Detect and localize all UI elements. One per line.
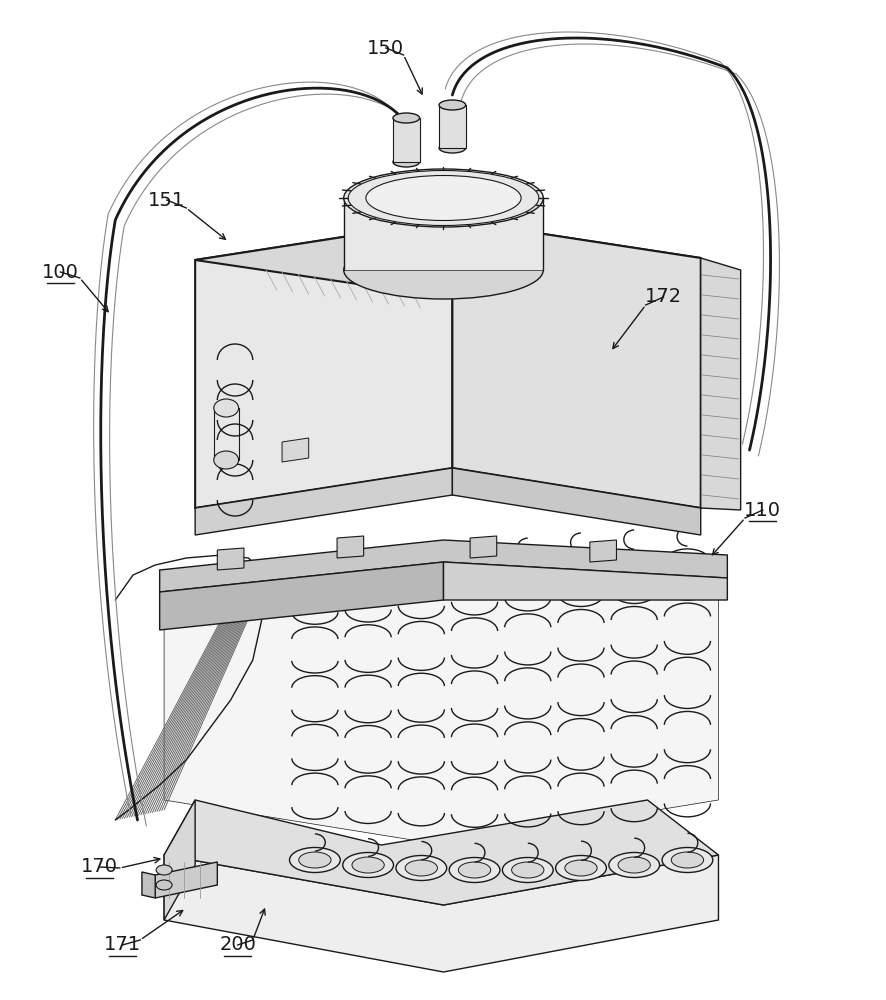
Ellipse shape — [405, 860, 437, 876]
Ellipse shape — [458, 862, 490, 878]
Polygon shape — [470, 536, 496, 558]
Polygon shape — [195, 468, 452, 535]
Polygon shape — [217, 548, 244, 570]
Ellipse shape — [352, 857, 384, 873]
Ellipse shape — [439, 143, 465, 153]
Ellipse shape — [392, 113, 419, 123]
Ellipse shape — [289, 847, 340, 872]
Text: 170: 170 — [81, 857, 118, 876]
Ellipse shape — [511, 862, 543, 878]
Ellipse shape — [299, 852, 330, 868]
Ellipse shape — [661, 847, 712, 872]
Polygon shape — [337, 536, 363, 558]
Polygon shape — [159, 540, 727, 592]
Text: 100: 100 — [42, 262, 79, 282]
Polygon shape — [392, 118, 419, 162]
Ellipse shape — [439, 100, 465, 110]
Polygon shape — [164, 800, 718, 905]
Ellipse shape — [365, 176, 520, 221]
Ellipse shape — [501, 857, 553, 882]
Polygon shape — [195, 220, 452, 508]
Ellipse shape — [608, 852, 659, 878]
Polygon shape — [700, 258, 740, 510]
Text: 150: 150 — [367, 39, 404, 58]
Polygon shape — [195, 220, 700, 298]
Ellipse shape — [214, 451, 238, 469]
Ellipse shape — [395, 855, 447, 880]
Text: 171: 171 — [104, 935, 141, 954]
Text: 151: 151 — [148, 191, 185, 210]
Polygon shape — [452, 220, 700, 508]
Ellipse shape — [342, 852, 393, 878]
Ellipse shape — [156, 880, 172, 890]
Polygon shape — [159, 562, 443, 630]
Polygon shape — [164, 570, 718, 845]
Text: 200: 200 — [219, 935, 256, 954]
Ellipse shape — [564, 860, 596, 876]
Ellipse shape — [618, 857, 649, 873]
Ellipse shape — [214, 399, 238, 417]
Ellipse shape — [156, 865, 172, 875]
Polygon shape — [344, 198, 542, 270]
Text: 172: 172 — [644, 287, 681, 306]
Polygon shape — [589, 540, 616, 562]
Ellipse shape — [555, 855, 606, 880]
Polygon shape — [452, 468, 700, 535]
Polygon shape — [155, 862, 217, 898]
Polygon shape — [164, 800, 195, 920]
Polygon shape — [443, 562, 727, 600]
Polygon shape — [142, 872, 155, 898]
Ellipse shape — [671, 852, 703, 868]
Polygon shape — [282, 438, 308, 462]
Ellipse shape — [392, 157, 419, 167]
Ellipse shape — [343, 169, 542, 227]
Ellipse shape — [448, 857, 500, 882]
Text: 110: 110 — [743, 500, 781, 520]
Ellipse shape — [343, 241, 542, 299]
Polygon shape — [164, 855, 718, 972]
Polygon shape — [439, 105, 465, 148]
